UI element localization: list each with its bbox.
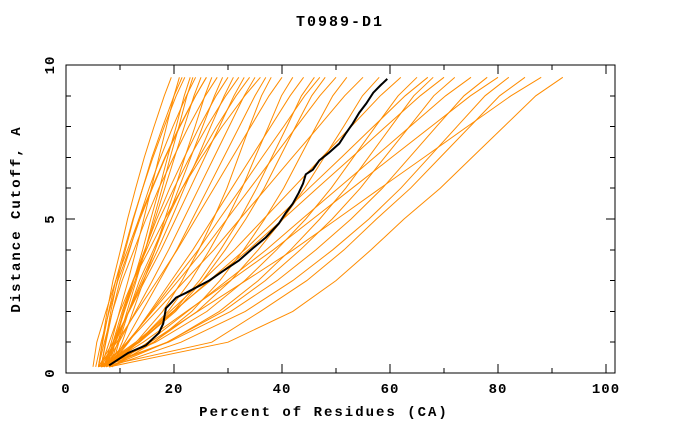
model-curve [103,76,456,368]
model-curve [108,76,402,368]
model-curve [106,77,191,368]
model-curve [100,77,197,367]
highlight-curve [108,78,388,367]
model-curve [109,76,510,368]
x-tick-label: 80 [488,382,508,398]
model-curve [97,77,245,368]
model-curve [100,77,183,367]
model-curve [106,77,272,368]
y-tick-label: 5 [43,214,59,224]
plot-frame [65,64,616,374]
model-curve [97,77,218,367]
chart-title: T0989-D1 [295,14,384,31]
model-curve [108,77,229,367]
model-curve [98,76,418,368]
model-curve [97,77,172,367]
x-tick-label: 40 [272,382,292,398]
model-curve [100,76,445,368]
model-curve [111,76,472,368]
model-curve [108,77,267,368]
model-curve [109,76,434,368]
y-axis-label: Distance Cutoff, A [9,125,25,313]
model-curve [111,77,348,368]
model-curve [95,77,207,367]
y-tick-label: 0 [43,368,59,378]
model-curve [100,76,364,368]
model-curve [106,76,542,368]
model-curve [111,77,251,367]
x-axis-label: Percent of Residues (CA) [199,405,449,421]
y-tick-label: 10 [43,55,59,75]
model-curve [98,76,488,368]
x-tick-label: 100 [591,382,621,398]
model-curve [103,76,337,368]
model-curve [109,76,564,368]
model-curve [106,77,240,367]
x-tick-label: 0 [61,382,71,398]
model-curve [106,76,429,368]
model-curve [100,76,526,368]
x-tick-label: 20 [164,382,184,398]
model-curve [100,76,261,367]
x-tick-label: 60 [380,382,400,398]
model-curve [103,76,499,368]
model-curve [97,77,283,368]
